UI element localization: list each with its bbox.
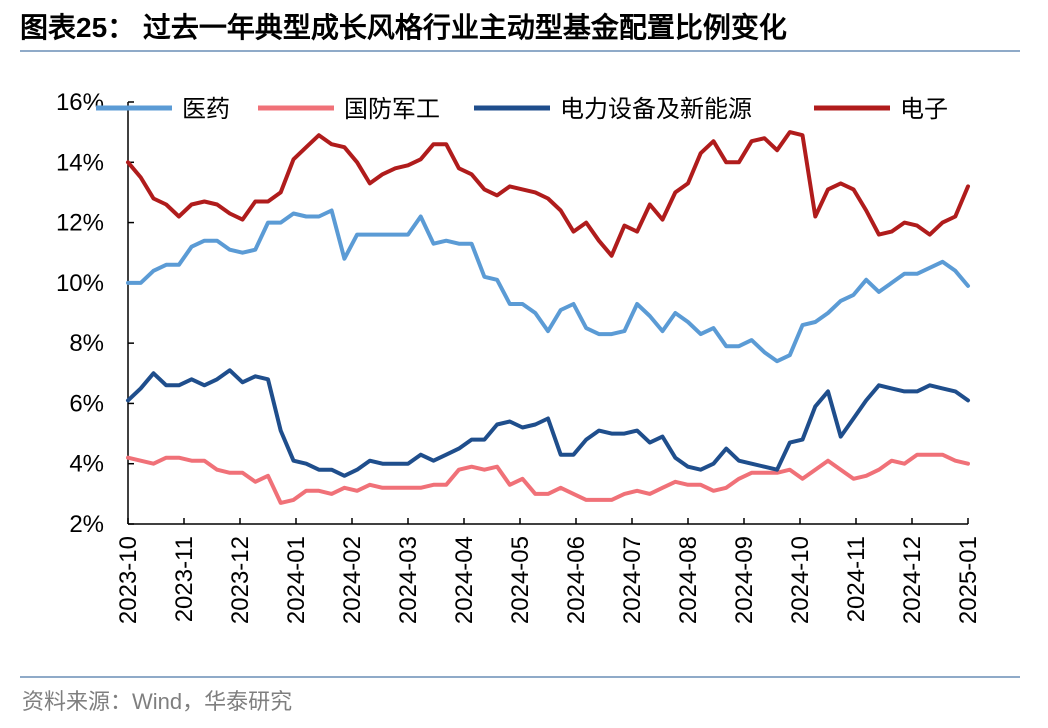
y-tick-label: 16% bbox=[56, 89, 104, 116]
x-tick-label: 2024-07 bbox=[619, 536, 646, 624]
x-tick-label: 2024-10 bbox=[787, 536, 814, 624]
x-tick-label: 2024-08 bbox=[675, 536, 702, 624]
line-chart: 2% 4% 6% 8% 10% 12% 14% 16% 2023-10 2023-11 2023-1… bbox=[56, 89, 982, 624]
y-tick-label: 14% bbox=[56, 149, 104, 176]
chart-axes: 2% 4% 6% 8% 10% 12% 14% 16% 2023-10 2023-11 2023-1… bbox=[56, 89, 982, 624]
y-tick-label: 10% bbox=[56, 270, 104, 297]
x-tick-label: 2024-09 bbox=[731, 536, 758, 624]
legend-label: 电力设备及新能源 bbox=[560, 96, 752, 123]
x-tick-label: 2024-12 bbox=[899, 536, 926, 624]
legend-label: 医药 bbox=[182, 96, 230, 123]
x-tick-label: 2024-01 bbox=[283, 536, 310, 624]
figure-title: 图表25： 过去一年典型成长风格行业主动型基金配置比例变化 bbox=[20, 12, 787, 43]
legend-label: 国防军工 bbox=[344, 96, 440, 123]
title-divider bbox=[20, 50, 1020, 52]
x-tick-label: 2023-12 bbox=[227, 536, 254, 624]
chart-series bbox=[126, 130, 970, 505]
x-tick-label: 2025-01 bbox=[955, 536, 982, 624]
x-tick-label: 2024-05 bbox=[507, 536, 534, 624]
x-tick-label: 2023-10 bbox=[115, 536, 142, 624]
x-tick-label: 2024-06 bbox=[563, 536, 590, 624]
y-tick-label: 6% bbox=[69, 390, 104, 417]
source-note: 资料来源：Wind，华泰研究 bbox=[22, 689, 293, 714]
chart-legend: 医药 国防军工 电力设备及新能源 电子 bbox=[96, 96, 948, 123]
x-tick-label: 2023-11 bbox=[171, 536, 198, 622]
y-tick-label: 12% bbox=[56, 210, 104, 237]
x-tick-label: 2024-11 bbox=[843, 536, 870, 622]
y-tick-label: 8% bbox=[69, 330, 104, 357]
series-line bbox=[126, 368, 970, 478]
x-tick-label: 2024-04 bbox=[451, 536, 478, 624]
y-tick-label: 2% bbox=[69, 511, 104, 538]
series-line bbox=[126, 130, 970, 258]
series-line bbox=[126, 208, 970, 364]
x-tick-label: 2024-03 bbox=[395, 536, 422, 624]
y-tick-label: 4% bbox=[69, 451, 104, 478]
legend-label: 电子 bbox=[900, 96, 948, 123]
x-tick-label: 2024-02 bbox=[339, 536, 366, 624]
source-divider bbox=[20, 676, 1020, 678]
series-line bbox=[126, 452, 970, 505]
